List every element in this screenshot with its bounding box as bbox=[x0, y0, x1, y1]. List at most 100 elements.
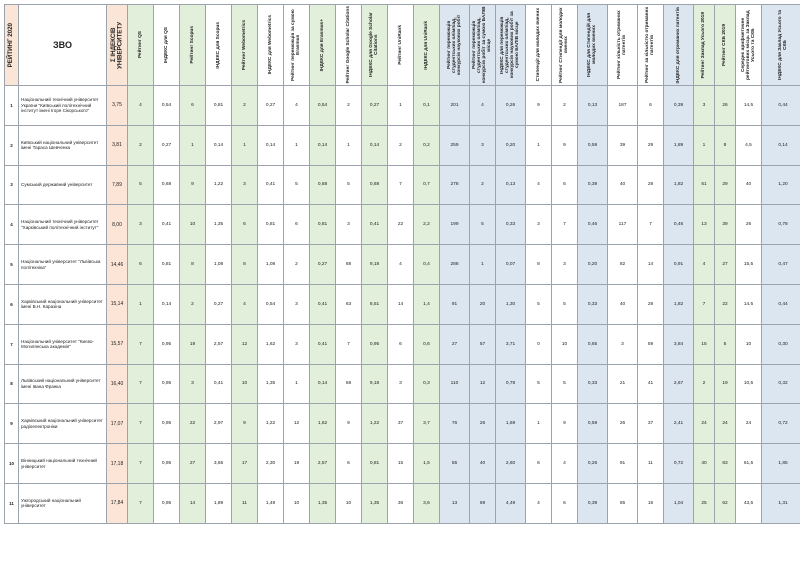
value-cell: 0,44 bbox=[761, 85, 800, 126]
value-cell: 0,72 bbox=[761, 403, 800, 445]
value-cell: 69 bbox=[469, 482, 496, 524]
value-cell: 0,14 bbox=[361, 124, 388, 166]
value-cell: 0,95 bbox=[361, 323, 388, 365]
value-cell: 12 bbox=[231, 323, 258, 365]
ranking-table: РЕЙТИНГ 2020 ЗВО Σ ІНДЕКСІВ УНІВЕРСИТЕТУ… bbox=[4, 4, 800, 524]
value-cell: 1,89 bbox=[205, 482, 232, 524]
value-cell: 3 bbox=[607, 323, 638, 365]
header-col-9: Рейтинг Google Scholar Citations bbox=[335, 4, 362, 86]
value-cell: 9 bbox=[525, 85, 552, 126]
value-cell: 2,57 bbox=[205, 323, 232, 365]
value-cell: 10 bbox=[231, 363, 258, 405]
value-cell: 0,78 bbox=[761, 204, 800, 246]
value-cell: 278 bbox=[439, 164, 470, 206]
university-name: Національний технічний університет Украї… bbox=[18, 85, 107, 126]
value-cell: 0,41 bbox=[361, 204, 388, 246]
value-cell: 4 bbox=[525, 482, 552, 524]
value-cell: 10 bbox=[551, 323, 578, 365]
value-cell: 7 bbox=[127, 363, 154, 405]
table-row: 8 Львівський національний університет іме… bbox=[4, 363, 800, 405]
header-col-3: Рейтинг Scopus bbox=[179, 4, 206, 86]
table-row: 7 Національний університет "Києво-Могилян… bbox=[4, 323, 800, 365]
value-cell: 1,08 bbox=[205, 244, 232, 285]
value-cell: 0 bbox=[525, 323, 552, 365]
value-cell: 1 bbox=[283, 363, 310, 405]
value-cell: 4 bbox=[231, 283, 258, 325]
value-cell: 2 bbox=[469, 164, 496, 206]
header-col-22: Рейтинг Заклад Усього 2019 bbox=[693, 4, 715, 86]
value-cell: 0,81 bbox=[257, 204, 284, 246]
header-col-11: Рейтинг UniRank bbox=[387, 4, 414, 86]
value-cell: 9 bbox=[551, 124, 578, 166]
value-cell: 6 bbox=[179, 85, 206, 126]
value-cell: 1,04 bbox=[663, 482, 694, 524]
value-cell: 6 bbox=[551, 164, 578, 206]
value-cell: 2 bbox=[693, 363, 715, 405]
value-cell: 4 bbox=[693, 244, 715, 285]
value-cell: 0,26 bbox=[495, 85, 526, 126]
value-cell: 0,14 bbox=[761, 124, 800, 166]
value-cell: 0,44 bbox=[761, 283, 800, 325]
value-cell: 9 bbox=[179, 164, 206, 206]
value-cell: 1,35 bbox=[257, 363, 284, 405]
value-cell: 20 bbox=[469, 283, 496, 325]
value-cell: 6 bbox=[231, 204, 258, 246]
index-sum-cell: 17,07 bbox=[106, 403, 128, 445]
value-cell: 13 bbox=[693, 204, 715, 246]
value-cell: 55 bbox=[439, 443, 470, 484]
value-cell: 3 bbox=[469, 124, 496, 166]
rank-cell: 2 bbox=[4, 124, 19, 166]
value-cell: 3 bbox=[525, 204, 552, 246]
value-cell: 28 bbox=[637, 283, 664, 325]
value-cell: 117 bbox=[607, 204, 638, 246]
value-cell: 29 bbox=[714, 164, 736, 206]
rank-cell: 11 bbox=[4, 482, 19, 524]
value-cell: 29 bbox=[637, 124, 664, 166]
index-sum-cell: 17,84 bbox=[106, 482, 128, 524]
value-cell: 6 bbox=[551, 482, 578, 524]
value-cell: 10 bbox=[283, 482, 310, 524]
value-cell: 22 bbox=[714, 283, 736, 325]
value-cell: 4,49 bbox=[495, 482, 526, 524]
rank-cell: 4 bbox=[4, 204, 19, 246]
value-cell: 0,14 bbox=[153, 283, 180, 325]
value-cell: 62 bbox=[714, 482, 736, 524]
value-cell: 91 bbox=[439, 283, 470, 325]
value-cell: 11 bbox=[637, 443, 664, 484]
value-cell: 1,20 bbox=[761, 164, 800, 206]
value-cell: 6 bbox=[637, 85, 664, 126]
table-row: 5 Національний університет "Львівська пол… bbox=[4, 244, 800, 285]
table-row: 2 Київський національний університет імен… bbox=[4, 124, 800, 166]
value-cell: 0,54 bbox=[153, 85, 180, 126]
value-cell: 2 bbox=[127, 124, 154, 166]
value-cell: 1 bbox=[231, 124, 258, 166]
value-cell: 19 bbox=[283, 443, 310, 484]
value-cell: 7 bbox=[127, 443, 154, 484]
value-cell: 2,57 bbox=[309, 443, 336, 484]
value-cell: 8 bbox=[179, 244, 206, 285]
header-sum: Σ ІНДЕКСІВ УНІВЕРСИТЕТУ bbox=[106, 4, 128, 86]
value-cell: 1,5 bbox=[413, 443, 440, 484]
value-cell: 10 bbox=[735, 323, 762, 365]
value-cell: 19 bbox=[714, 363, 736, 405]
value-cell: 14 bbox=[387, 283, 414, 325]
value-cell: 5 bbox=[469, 204, 496, 246]
index-sum-cell: 15,57 bbox=[106, 323, 128, 365]
value-cell: 0,14 bbox=[309, 124, 336, 166]
value-cell: 28 bbox=[637, 164, 664, 206]
rank-cell: 7 bbox=[4, 323, 19, 365]
value-cell: 2 bbox=[551, 85, 578, 126]
value-cell: 110 bbox=[439, 363, 470, 405]
value-cell: 7 bbox=[551, 204, 578, 246]
header-zvo: ЗВО bbox=[18, 4, 107, 86]
table-row: 10 Вінницький національний технічний унів… bbox=[4, 443, 800, 484]
value-cell: 15,5 bbox=[735, 244, 762, 285]
value-cell: 0,27 bbox=[257, 85, 284, 126]
value-cell: 1,35 bbox=[361, 482, 388, 524]
value-cell: 7 bbox=[693, 283, 715, 325]
value-cell: 24 bbox=[735, 403, 762, 445]
value-cell: 0,1 bbox=[413, 85, 440, 126]
header-col-1: Рейтинг QS bbox=[127, 4, 154, 86]
value-cell: 68 bbox=[335, 244, 362, 285]
value-cell: 288 bbox=[439, 244, 470, 285]
